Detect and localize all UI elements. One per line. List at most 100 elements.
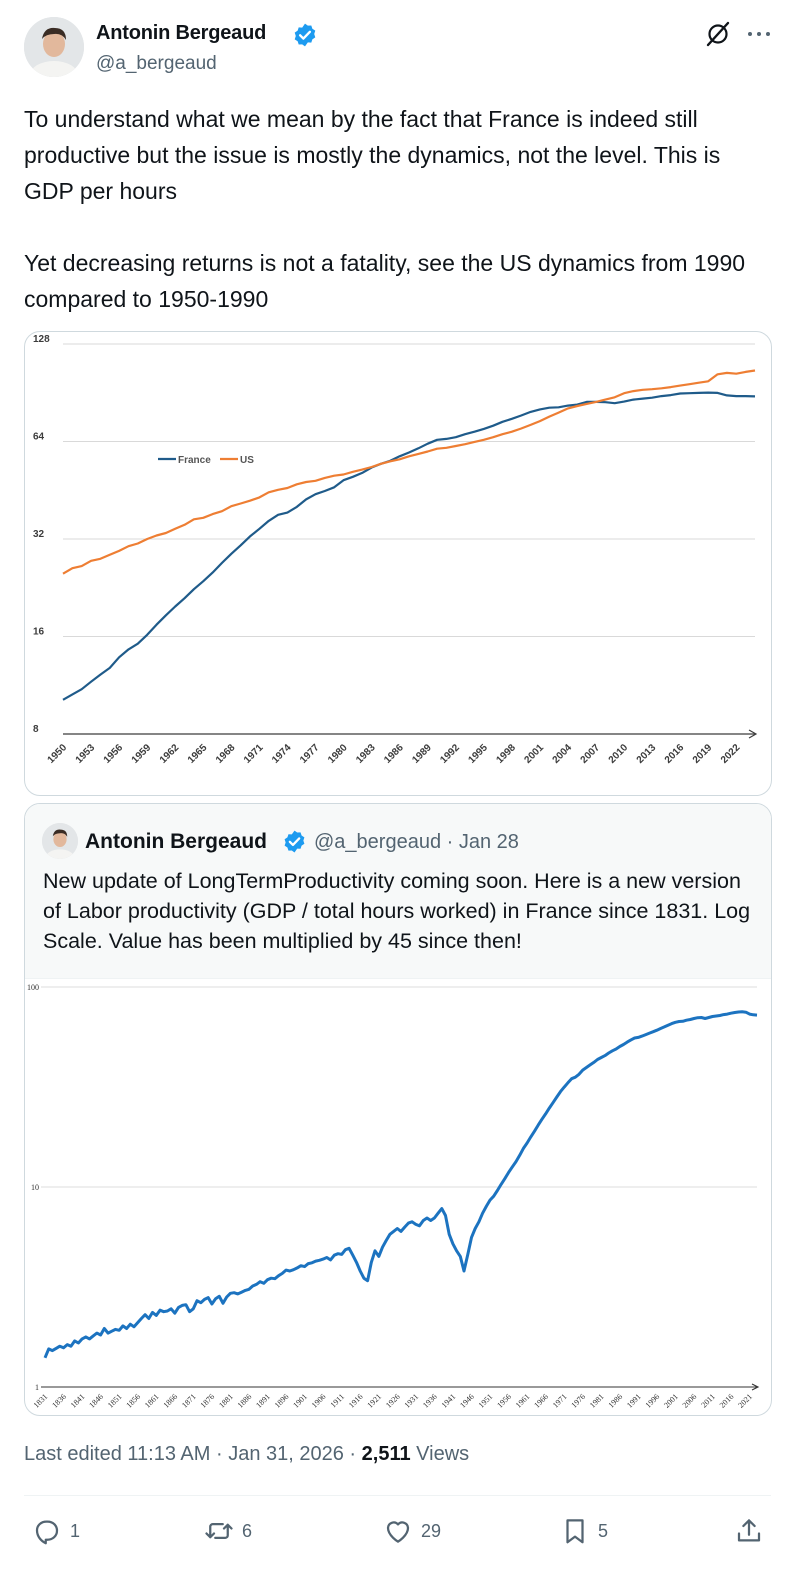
x-tick-label: 2004 (551, 742, 575, 766)
x-tick-label: 1986 (382, 742, 406, 766)
x-tick-label: 1906 (310, 1392, 328, 1410)
reply-count: 1 (70, 1520, 81, 1541)
x-tick-label: 1966 (532, 1392, 550, 1410)
views-label: Views (410, 1443, 470, 1465)
edited-timestamp[interactable]: Last edited 11:13 AM · Jan 31, 2026 · (24, 1443, 362, 1465)
x-tick-label: 1886 (236, 1392, 254, 1410)
grok-icon[interactable] (704, 20, 732, 48)
y-tick-label: 1 (35, 1383, 39, 1392)
x-tick-label: 1891 (254, 1392, 272, 1410)
x-tick-label: 1896 (273, 1392, 291, 1410)
x-tick-label: 2013 (635, 742, 659, 766)
more-icon[interactable] (745, 22, 773, 46)
x-tick-label: 1959 (130, 742, 154, 766)
retweet-count: 6 (242, 1520, 253, 1541)
x-tick-label: 1995 (466, 742, 490, 766)
quoted-tweet[interactable]: Antonin Bergeaud @a_bergeaud · Jan 28 Ne… (24, 803, 772, 1416)
x-tick-label: 1836 (50, 1392, 68, 1410)
quoted-tweet-header: Antonin Bergeaud @a_bergeaud · Jan 28 Ne… (25, 804, 771, 979)
x-tick-label: 2006 (681, 1392, 699, 1410)
x-tick-label: 1861 (143, 1392, 161, 1410)
x-tick-label: 1971 (551, 1392, 569, 1410)
legend-label: France (178, 455, 211, 466)
retweet-button[interactable]: 6 (204, 1515, 252, 1547)
x-tick-label: 1950 (46, 742, 70, 766)
x-tick-label: 2007 (579, 742, 603, 766)
x-tick-label: 1989 (410, 742, 434, 766)
tweet-media-chart[interactable]: 128 64 32 16 8 1950 1953 1956 1959 1962 1965 1968 19… (24, 331, 772, 796)
verified-badge-icon (294, 23, 316, 47)
x-tick-label: 1956 (102, 742, 126, 766)
tweet-paragraph: Yet decreasing returns is not a fatality… (24, 250, 746, 312)
y-tick-label: 128 (33, 334, 50, 345)
x-tick-label: 1936 (421, 1392, 439, 1410)
x-tick-label: 1981 (588, 1392, 606, 1410)
x-tick-label: 1901 (291, 1392, 309, 1410)
tweet-paragraph: To understand what we mean by the fact t… (24, 106, 721, 204)
x-axis-arrow (748, 729, 758, 739)
author-name[interactable]: Antonin Bergeaud (96, 22, 267, 44)
x-tick-label: 1976 (569, 1392, 587, 1410)
bookmark-count: 5 (598, 1520, 609, 1541)
x-tick-label: 1980 (326, 742, 350, 766)
x-tick-label: 2022 (719, 742, 743, 766)
author-avatar[interactable] (24, 17, 84, 77)
legend-label: US (240, 455, 254, 466)
productivity-series-line (43, 1010, 758, 1359)
x-tick-label: 1961 (514, 1392, 532, 1410)
heart-icon (386, 1521, 410, 1543)
x-tick-label: 2011 (699, 1392, 716, 1409)
x-tick-label: 1851 (106, 1392, 124, 1410)
verified-badge-icon (284, 830, 305, 853)
views-count: 2,511 (361, 1443, 411, 1465)
x-tick-label: 2001 (523, 742, 547, 766)
x-tick-label: 1921 (365, 1392, 383, 1410)
like-count: 29 (421, 1520, 442, 1541)
y-tick-label: 8 (33, 724, 39, 735)
x-tick-label: 1962 (158, 742, 182, 766)
tweet-metadata: Last edited 11:13 AM · Jan 31, 2026 · 2,… (24, 1443, 469, 1466)
x-tick-label: 2021 (736, 1392, 754, 1410)
x-tick-label: 1831 (32, 1392, 50, 1410)
x-tick-label: 1965 (186, 742, 210, 766)
x-tick-label: 1876 (199, 1392, 217, 1410)
x-tick-label: 2016 (663, 742, 687, 766)
divider (24, 1495, 771, 1496)
bookmark-button[interactable]: 5 (560, 1515, 608, 1547)
like-button[interactable]: 29 (383, 1515, 441, 1547)
x-tick-label: 1946 (458, 1392, 476, 1410)
quote-author-handle-date: @a_bergeaud · Jan 28 (314, 831, 519, 853)
x-axis-arrow (751, 1383, 760, 1391)
y-tick-label: 100 (27, 983, 39, 992)
x-tick-label: 1871 (180, 1392, 198, 1410)
reply-button[interactable]: 1 (32, 1515, 80, 1547)
x-tick-label: 1866 (162, 1392, 180, 1410)
quote-author-name: Antonin Bergeaud (85, 830, 267, 853)
x-tick-label: 1983 (354, 742, 378, 766)
x-tick-label: 1986 (607, 1392, 625, 1410)
x-tick-label: 1956 (495, 1392, 513, 1410)
x-tick-label: 1998 (494, 742, 518, 766)
x-tick-label: 1951 (477, 1392, 495, 1410)
share-button[interactable] (734, 1515, 764, 1547)
retweet-icon (205, 1523, 233, 1539)
x-tick-label: 1974 (270, 742, 294, 766)
x-tick-label: 1881 (217, 1392, 235, 1410)
x-tick-label: 1941 (440, 1392, 458, 1410)
x-tick-label: 1996 (644, 1392, 662, 1410)
x-tick-label: 1991 (625, 1392, 643, 1410)
y-tick-label: 32 (33, 529, 45, 540)
reply-icon (35, 1520, 59, 1545)
quote-author-avatar (42, 823, 78, 859)
share-icon (737, 1519, 761, 1542)
quote-text: New update of LongTermProductivity comin… (43, 869, 751, 953)
x-tick-label: 1911 (329, 1392, 346, 1409)
author-handle[interactable]: @a_bergeaud (96, 53, 217, 74)
y-tick-label: 64 (33, 432, 45, 443)
series-line-france (62, 391, 756, 701)
x-tick-label: 1926 (384, 1392, 402, 1410)
x-tick-label: 2010 (607, 742, 631, 766)
x-tick-label: 1931 (403, 1392, 421, 1410)
